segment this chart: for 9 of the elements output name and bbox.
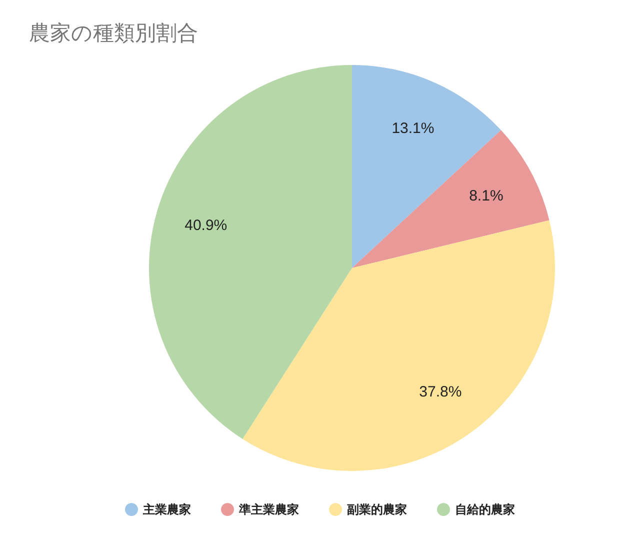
legend-label: 自給的農家 [455,502,515,516]
legend-label: 副業的農家 [347,502,407,516]
data-label: 37.8% [419,383,462,400]
data-label: 8.1% [469,188,504,205]
data-label: 40.9% [184,216,228,234]
chart-title: 農家の種類別割合 [29,22,198,45]
data-label: 13.1% [392,120,434,137]
legend-label: 準主業農家 [238,502,299,516]
legend-label: 主業農家 [142,502,191,516]
